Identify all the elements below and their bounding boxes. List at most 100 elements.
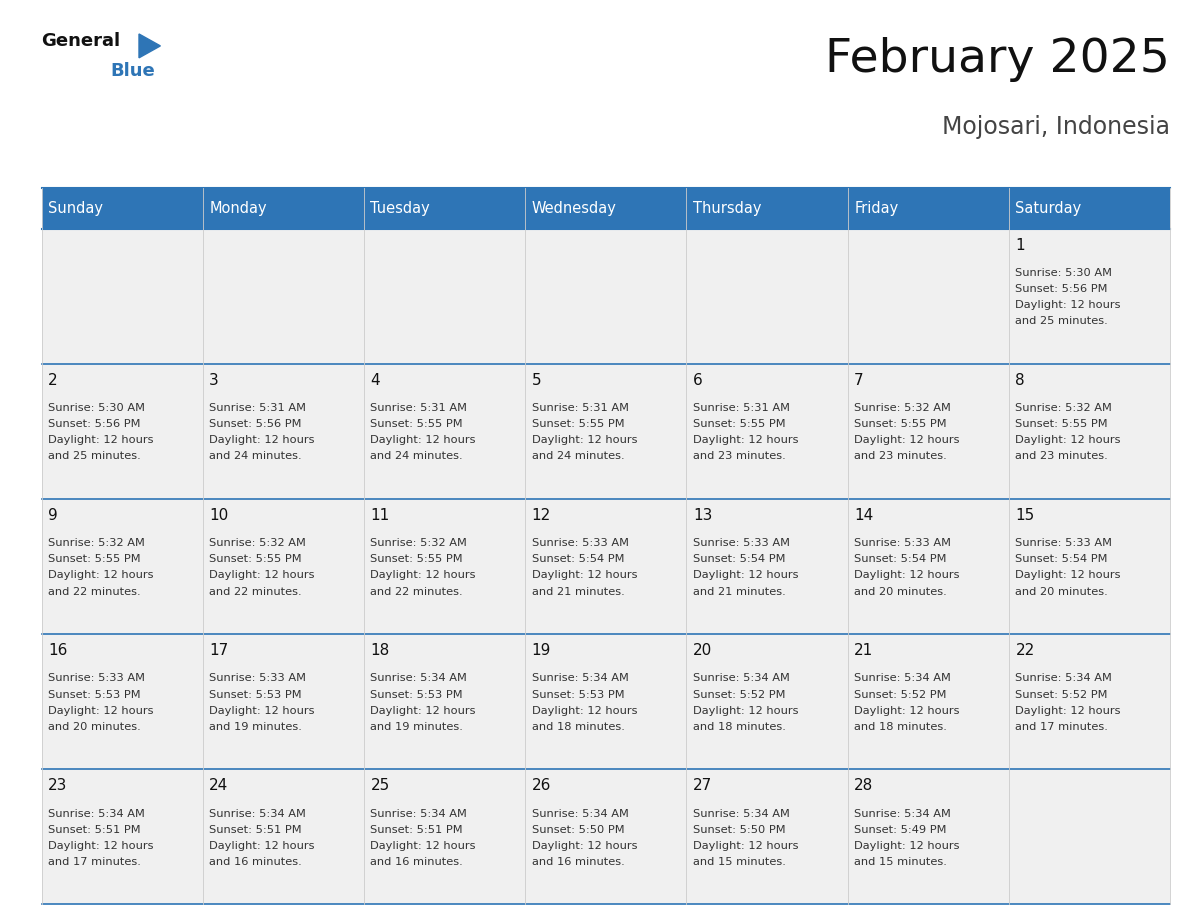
Text: Daylight: 12 hours: Daylight: 12 hours	[693, 435, 798, 445]
Text: Daylight: 12 hours: Daylight: 12 hours	[693, 570, 798, 580]
Text: 5: 5	[532, 373, 542, 388]
Text: 13: 13	[693, 508, 713, 523]
Text: and 18 minutes.: and 18 minutes.	[854, 722, 947, 732]
Text: Mojosari, Indonesia: Mojosari, Indonesia	[942, 115, 1170, 139]
Text: 9: 9	[48, 508, 58, 523]
Text: Daylight: 12 hours: Daylight: 12 hours	[209, 435, 315, 445]
Text: and 15 minutes.: and 15 minutes.	[854, 856, 947, 867]
Text: Sunset: 5:55 PM: Sunset: 5:55 PM	[371, 554, 463, 565]
Text: and 19 minutes.: and 19 minutes.	[371, 722, 463, 732]
Text: Daylight: 12 hours: Daylight: 12 hours	[532, 570, 637, 580]
Text: Sunset: 5:53 PM: Sunset: 5:53 PM	[48, 689, 140, 700]
Text: 3: 3	[209, 373, 219, 388]
Text: Sunset: 5:53 PM: Sunset: 5:53 PM	[532, 689, 625, 700]
Text: and 23 minutes.: and 23 minutes.	[693, 452, 785, 462]
Text: Daylight: 12 hours: Daylight: 12 hours	[854, 435, 960, 445]
Text: Sunrise: 5:34 AM: Sunrise: 5:34 AM	[532, 674, 628, 683]
Text: Sunrise: 5:34 AM: Sunrise: 5:34 AM	[854, 809, 952, 819]
Text: Sunset: 5:51 PM: Sunset: 5:51 PM	[371, 824, 463, 834]
Text: Sunrise: 5:33 AM: Sunrise: 5:33 AM	[48, 674, 145, 683]
Text: Daylight: 12 hours: Daylight: 12 hours	[371, 435, 476, 445]
Text: Daylight: 12 hours: Daylight: 12 hours	[854, 570, 960, 580]
Text: 24: 24	[209, 778, 228, 793]
Text: Sunrise: 5:33 AM: Sunrise: 5:33 AM	[532, 538, 628, 548]
Text: 16: 16	[48, 644, 68, 658]
Text: Daylight: 12 hours: Daylight: 12 hours	[48, 706, 153, 715]
Text: Sunrise: 5:32 AM: Sunrise: 5:32 AM	[48, 538, 145, 548]
Text: 28: 28	[854, 778, 873, 793]
Text: Sunrise: 5:32 AM: Sunrise: 5:32 AM	[854, 403, 952, 413]
Text: Sunrise: 5:31 AM: Sunrise: 5:31 AM	[693, 403, 790, 413]
Text: Sunset: 5:55 PM: Sunset: 5:55 PM	[209, 554, 302, 565]
Text: Daylight: 12 hours: Daylight: 12 hours	[1016, 300, 1121, 310]
Text: and 25 minutes.: and 25 minutes.	[1016, 316, 1108, 326]
Text: Sunrise: 5:34 AM: Sunrise: 5:34 AM	[693, 809, 790, 819]
Text: and 20 minutes.: and 20 minutes.	[854, 587, 947, 597]
Text: Sunrise: 5:34 AM: Sunrise: 5:34 AM	[209, 809, 307, 819]
Text: Wednesday: Wednesday	[532, 201, 617, 216]
Text: 11: 11	[371, 508, 390, 523]
Text: Sunset: 5:56 PM: Sunset: 5:56 PM	[209, 420, 302, 430]
Text: and 24 minutes.: and 24 minutes.	[371, 452, 463, 462]
Text: 7: 7	[854, 373, 864, 388]
Text: 21: 21	[854, 644, 873, 658]
Text: Daylight: 12 hours: Daylight: 12 hours	[854, 706, 960, 715]
Text: and 18 minutes.: and 18 minutes.	[693, 722, 785, 732]
Text: 4: 4	[371, 373, 380, 388]
Text: Sunset: 5:56 PM: Sunset: 5:56 PM	[48, 420, 140, 430]
Text: Daylight: 12 hours: Daylight: 12 hours	[371, 570, 476, 580]
Text: Sunset: 5:54 PM: Sunset: 5:54 PM	[532, 554, 624, 565]
Text: Daylight: 12 hours: Daylight: 12 hours	[1016, 706, 1121, 715]
Text: Sunrise: 5:34 AM: Sunrise: 5:34 AM	[693, 674, 790, 683]
Text: Sunday: Sunday	[48, 201, 103, 216]
Text: and 20 minutes.: and 20 minutes.	[48, 722, 141, 732]
Text: Saturday: Saturday	[1016, 201, 1081, 216]
Text: and 18 minutes.: and 18 minutes.	[532, 722, 625, 732]
Text: February 2025: February 2025	[826, 37, 1170, 82]
Text: Sunrise: 5:30 AM: Sunrise: 5:30 AM	[1016, 268, 1112, 278]
Text: and 23 minutes.: and 23 minutes.	[1016, 452, 1108, 462]
Text: Friday: Friday	[854, 201, 898, 216]
Text: 8: 8	[1016, 373, 1025, 388]
Text: Blue: Blue	[110, 62, 156, 81]
Text: Sunrise: 5:32 AM: Sunrise: 5:32 AM	[371, 538, 467, 548]
Text: Tuesday: Tuesday	[371, 201, 430, 216]
Text: and 22 minutes.: and 22 minutes.	[48, 587, 140, 597]
Text: Sunset: 5:56 PM: Sunset: 5:56 PM	[1016, 285, 1108, 294]
Text: 17: 17	[209, 644, 228, 658]
Text: Sunset: 5:50 PM: Sunset: 5:50 PM	[532, 824, 625, 834]
Text: Sunrise: 5:33 AM: Sunrise: 5:33 AM	[209, 674, 307, 683]
Text: Sunset: 5:49 PM: Sunset: 5:49 PM	[854, 824, 947, 834]
Text: Daylight: 12 hours: Daylight: 12 hours	[209, 841, 315, 851]
Text: Sunrise: 5:31 AM: Sunrise: 5:31 AM	[209, 403, 307, 413]
Text: Sunrise: 5:31 AM: Sunrise: 5:31 AM	[371, 403, 468, 413]
Text: 19: 19	[532, 644, 551, 658]
Text: and 19 minutes.: and 19 minutes.	[209, 722, 302, 732]
Text: Sunset: 5:51 PM: Sunset: 5:51 PM	[209, 824, 302, 834]
Text: Sunset: 5:51 PM: Sunset: 5:51 PM	[48, 824, 140, 834]
Text: and 22 minutes.: and 22 minutes.	[371, 587, 463, 597]
Text: Daylight: 12 hours: Daylight: 12 hours	[693, 706, 798, 715]
Text: Sunrise: 5:33 AM: Sunrise: 5:33 AM	[693, 538, 790, 548]
Text: Daylight: 12 hours: Daylight: 12 hours	[48, 435, 153, 445]
Text: Sunset: 5:55 PM: Sunset: 5:55 PM	[371, 420, 463, 430]
Text: 26: 26	[532, 778, 551, 793]
Text: Sunrise: 5:32 AM: Sunrise: 5:32 AM	[209, 538, 307, 548]
Text: Sunset: 5:53 PM: Sunset: 5:53 PM	[371, 689, 463, 700]
Text: Sunset: 5:53 PM: Sunset: 5:53 PM	[209, 689, 302, 700]
Text: 23: 23	[48, 778, 68, 793]
Text: 20: 20	[693, 644, 712, 658]
Text: Sunrise: 5:31 AM: Sunrise: 5:31 AM	[532, 403, 628, 413]
Text: Monday: Monday	[209, 201, 267, 216]
Text: and 16 minutes.: and 16 minutes.	[209, 856, 302, 867]
Text: and 17 minutes.: and 17 minutes.	[48, 856, 141, 867]
Text: 1: 1	[1016, 238, 1025, 252]
Text: Sunset: 5:54 PM: Sunset: 5:54 PM	[693, 554, 785, 565]
Text: and 20 minutes.: and 20 minutes.	[1016, 587, 1108, 597]
Text: and 25 minutes.: and 25 minutes.	[48, 452, 141, 462]
Text: 22: 22	[1016, 644, 1035, 658]
Text: Daylight: 12 hours: Daylight: 12 hours	[48, 841, 153, 851]
Text: Sunrise: 5:34 AM: Sunrise: 5:34 AM	[532, 809, 628, 819]
Text: 14: 14	[854, 508, 873, 523]
Text: Sunrise: 5:30 AM: Sunrise: 5:30 AM	[48, 403, 145, 413]
